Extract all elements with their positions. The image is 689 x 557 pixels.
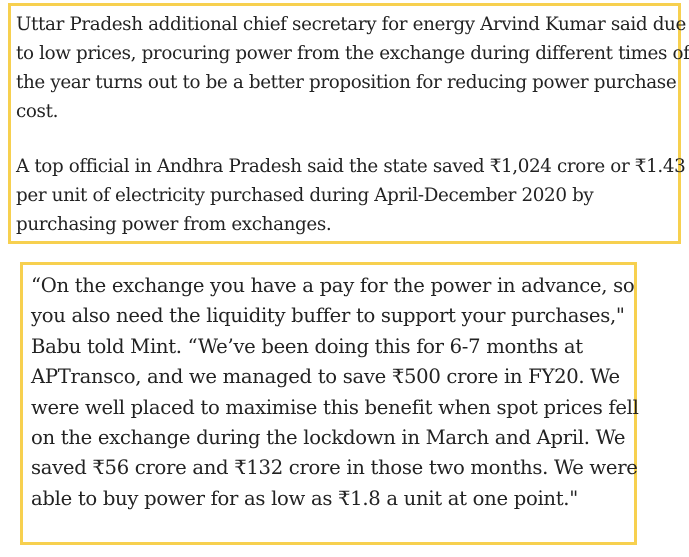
text-line: APTransco, and we managed to save ₹500 c… [31,365,620,389]
text-line: purchasing power from exchanges. [16,214,332,235]
text-line: A top official in Andhra Pradesh said th… [16,156,686,177]
text-line: to low prices, procuring power from the … [16,43,689,64]
quote-highlight-box: “On the exchange you have a pay for the … [20,262,639,545]
text-line: Babu told Mint. “We’ve been doing this f… [31,334,583,358]
text-line: on the exchange during the lockdown in M… [31,426,626,450]
quote-paragraph: “On the exchange you have a pay for the … [31,271,639,514]
text-line: were well placed to maximise this benefi… [31,395,639,419]
text-line: saved ₹56 crore and ₹132 crore in those … [31,456,638,480]
excerpt-paragraph-ap: A top official in Andhra Pradesh said th… [16,152,686,239]
text-line: you also need the liquidity buffer to su… [31,304,625,328]
excerpt-highlight-box: Uttar Pradesh additional chief secretary… [8,3,689,244]
excerpt-paragraph-up: Uttar Pradesh additional chief secretary… [16,10,689,126]
text-line: Uttar Pradesh additional chief secretary… [16,14,686,35]
text-line: “On the exchange you have a pay for the … [31,274,635,297]
text-line: the year turns out to be a better propos… [16,72,677,93]
text-line: per unit of electricity purchased during… [16,185,594,206]
text-line: able to buy power for as low as ₹1.8 a u… [31,486,578,510]
text-line: cost. [16,101,59,122]
